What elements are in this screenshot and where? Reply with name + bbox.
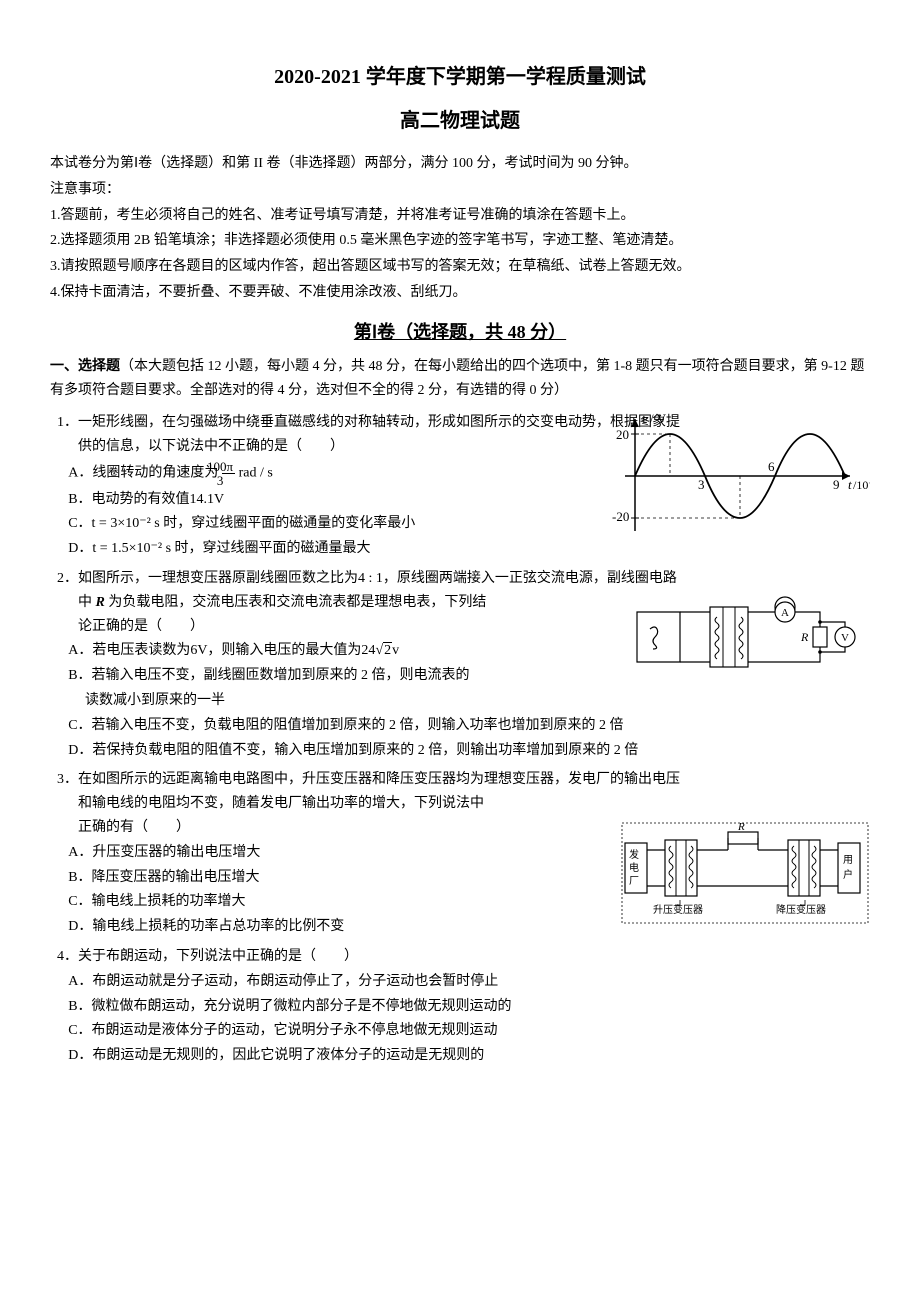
svg-text:R: R [800, 630, 809, 644]
instructions-body: （本大题包括 12 小题，每小题 4 分，共 48 分，在每小题给出的四个选项中… [50, 359, 864, 398]
fraction-den: 3 [222, 474, 235, 487]
question-4: 4．关于布朗运动，下列说法中正确的是（ ） A．布朗运动就是分子运动，布朗运动停… [50, 945, 870, 1068]
section-header: 第Ⅰ卷（选择题，共 48 分） [50, 317, 870, 348]
svg-text:3: 3 [698, 477, 705, 492]
question-1: 1．一矩形线圈，在匀强磁场中绕垂直磁感线的对称轴转动，形成如图所示的交变电动势，… [50, 411, 870, 561]
power-transmission-diagram: 发 电 厂 R 用 户 升压变压器 降压变压器 [620, 818, 870, 926]
q3-option-c: C．输电线上损耗的功率增大 [50, 890, 595, 914]
q2-option-b2: 读数减小到原来的一半 [50, 689, 870, 713]
svg-text:发: 发 [629, 848, 639, 861]
transformer-circuit: A A R V [625, 587, 870, 687]
exam-subtitle: 高二物理试题 [50, 104, 870, 138]
svg-text:/ V: / V [650, 411, 667, 426]
q2-stem-2: 中 R 为负载电阻，交流电压表和交流电流表都是理想电表，下列结 [50, 591, 598, 615]
rule-1: 1.答题前，考生必须将自己的姓名、准考证号填写清楚，并将准考证号准确的填涂在答题… [50, 204, 870, 228]
sqrt-arg: 2 [383, 642, 392, 658]
instructions-prefix: 一、选择题 [50, 359, 120, 374]
q2-option-b1: B．若输入电压不变，副线圈匝数增加到原来的 2 倍，则电流表的 [50, 664, 595, 688]
q1-a-pre: A．线圈转动的角速度为 [68, 465, 218, 480]
q2-stem2-post: 为负载电阻，交流电压表和交流电流表都是理想电表，下列结 [105, 595, 487, 610]
rule-2: 2.选择题须用 2B 铅笔填涂；非选择题必须使用 0.5 毫米黑色字迹的签字笔书… [50, 229, 870, 253]
q1-option-a: A．线圈转动的角速度为 100π 3 rad / s [50, 460, 595, 487]
svg-text:-20: -20 [612, 509, 629, 524]
q2-stem2-r: R [96, 595, 105, 610]
svg-text:A: A [781, 607, 789, 619]
svg-text:/10⁻²s: /10⁻²s [853, 478, 870, 492]
q3-option-d: D．输电线上损耗的功率占总功率的比例不变 [50, 915, 595, 939]
section-instructions: 一、选择题（本大题包括 12 小题，每小题 4 分，共 48 分，在每小题给出的… [50, 355, 870, 403]
q3-option-a: A．升压变压器的输出电压增大 [50, 841, 595, 865]
svg-text:厂: 厂 [629, 876, 639, 887]
q3-stem-2: 和输电线的电阻均不变，随着发电厂输出功率的增大，下列说法中 [50, 792, 598, 816]
q4-option-c: C．布朗运动是液体分子的运动，它说明分子永不停息地做无规则运动 [50, 1019, 870, 1043]
q2-option-d: D．若保持负载电阻的阻值不变，输入电压增加到原来的 2 倍，则输出功率增加到原来… [50, 739, 870, 763]
fraction: 100π 3 [222, 460, 235, 487]
q4-option-a: A．布朗运动就是分子运动，布朗运动停止了，分子运动也会暂时停止 [50, 970, 870, 994]
q1-a-post: rad / s [239, 465, 273, 480]
svg-text:用: 用 [843, 855, 853, 866]
fraction-num: 100π [222, 460, 235, 474]
svg-text:9: 9 [833, 477, 840, 492]
q4-stem: 4．关于布朗运动，下列说法中正确的是（ ） [57, 945, 870, 969]
q2-option-a: A．若电压表读数为6V，则输入电压的最大值为24√2v [50, 639, 595, 663]
rule-3: 3.请按照题号顺序在各题目的区域内作答，超出答题区域书写的答案无效；在草稿纸、试… [50, 255, 870, 279]
svg-text:户: 户 [843, 868, 853, 881]
intro-line: 本试卷分为第Ⅰ卷（选择题）和第 II 卷（非选择题）两部分，满分 100 分，考… [50, 152, 870, 176]
q1-option-d: D．t = 1.5×10⁻² s 时，穿过线圈平面的磁通量最大 [50, 537, 595, 561]
svg-text:电: 电 [629, 861, 639, 874]
question-2: 2．如图所示，一理想变压器原副线圈匝数之比为4 : 1，原线圈两端接入一正弦交流… [50, 567, 870, 762]
svg-text:6: 6 [768, 459, 775, 474]
svg-text:20: 20 [616, 427, 629, 442]
q4-option-d: D．布朗运动是无规则的，因此它说明了液体分子的运动是无规则的 [50, 1044, 870, 1068]
rule-4: 4.保持卡面清洁，不要折叠、不要弄破、不准使用涂改液、刮纸刀。 [50, 281, 870, 305]
svg-text:V: V [841, 632, 849, 644]
q1-option-b: B．电动势的有效值14.1V [50, 488, 595, 512]
q1-option-c: C．t = 3×10⁻² s 时，穿过线圈平面的磁通量的变化率最小 [50, 512, 595, 536]
q2-a-post: v [392, 643, 399, 658]
sine-chart: e / V t /10⁻²s 20 -20 3 6 9 [610, 411, 870, 541]
svg-text:e: e [642, 411, 648, 426]
exam-title: 2020-2021 学年度下学期第一学程质量测试 [50, 60, 870, 94]
q3-option-b: B．降压变压器的输出电压增大 [50, 866, 595, 890]
question-3: 3．在如图所示的远距离输电电路图中，升压变压器和降压变压器均为理想变压器，发电厂… [50, 768, 870, 939]
notice-label: 注意事项： [50, 178, 870, 202]
q4-option-b: B．微粒做布朗运动，充分说明了微粒内部分子是不停地做无规则运动的 [50, 995, 870, 1019]
q2-stem2-pre: 中 [78, 595, 96, 610]
q2-a-pre: A．若电压表读数为6V，则输入电压的最大值为24 [68, 643, 375, 658]
q2-option-c: C．若输入电压不变，负载电阻的阻值增加到原来的 2 倍，则输入功率也增加到原来的… [50, 714, 870, 738]
svg-text:t: t [848, 477, 852, 492]
q3-stem-1: 3．在如图所示的远距离输电电路图中，升压变压器和降压变压器均为理想变压器，发电厂… [57, 768, 870, 792]
